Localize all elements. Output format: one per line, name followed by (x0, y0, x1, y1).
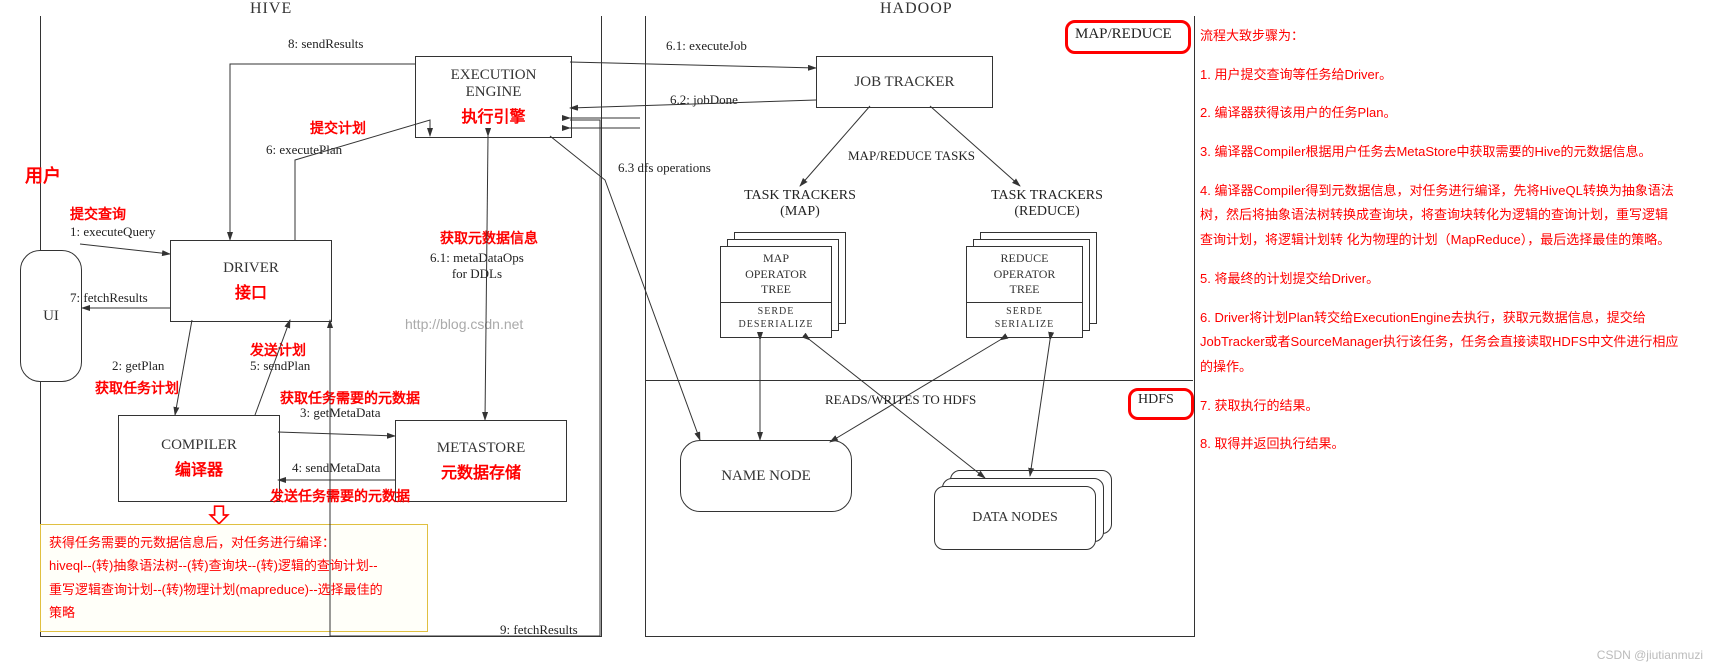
compiler-en: COMPILER (161, 437, 237, 454)
ybox-l3: 重写逻辑查询计划--(转)物理计划(mapreduce)--选择最佳的 (49, 578, 419, 601)
footer-watermark: CSDN @jiutianmuzi (1597, 648, 1703, 662)
namenode: NAME NODE (680, 440, 852, 512)
user-label: 用户 (25, 162, 61, 188)
hdfs-tag: HDFS (1138, 392, 1174, 408)
namenode-text: NAME NODE (721, 468, 811, 485)
edge-8: 8: sendResults (288, 36, 363, 52)
ybox-l4: 策略 (49, 601, 419, 624)
watermark: http://blog.csdn.net (405, 316, 523, 332)
jobtracker-text: JOB TRACKER (854, 74, 954, 91)
reduce-op-bot: SERDE SERIALIZE (967, 303, 1082, 333)
edge-2: 2: getPlan (112, 358, 164, 374)
ui-node: UI (20, 250, 82, 382)
map-op-bot: SERDE DESERIALIZE (721, 303, 831, 333)
exec-cn: 执行引擎 (461, 103, 525, 127)
edge-6: 6: executePlan (266, 142, 342, 158)
step-3: 3. 编译器Compiler根据用户任务去MetaStore中获取需要的Hive… (1200, 140, 1680, 165)
edge-7: 7: fetchResults (70, 290, 148, 306)
driver-node: DRIVER 接口 (170, 240, 332, 322)
steps-block: 流程大致步骤为： 1. 用户提交查询等任务给Driver。 2. 编译器获得该用… (1200, 24, 1680, 457)
red-send-meta: 发送任务需要的元数据 (270, 486, 410, 506)
step-2: 2. 编译器获得该用户的任务Plan。 (1200, 101, 1680, 126)
step-4: 4. 编译器Compiler得到元数据信息，对任务进行编译，先将HiveQL转换… (1200, 179, 1680, 253)
metastore-en: METASTORE (437, 440, 526, 457)
ybox-l2: hiveql--(转)抽象语法树--(转)查询块--(转)逻辑的查询计划-- (49, 554, 419, 577)
jobtracker-node: JOB TRACKER (816, 56, 993, 108)
edge-9: 9: fetchResults (500, 622, 578, 638)
red-send-plan: 发送计划 (250, 340, 306, 360)
edge-61j: 6.1: executeJob (666, 38, 747, 54)
tt-reduce-label: TASK TRACKERS (REDUCE) (962, 188, 1132, 220)
exec-en: EXECUTION ENGINE (451, 67, 537, 101)
ui-text: UI (43, 308, 59, 325)
edge-5: 5: sendPlan (250, 358, 310, 374)
step-1: 1. 用户提交查询等任务给Driver。 (1200, 63, 1680, 88)
reduce-op-top: REDUCE OPERATOR TREE (967, 247, 1082, 303)
metastore-node: METASTORE 元数据存储 (395, 420, 567, 502)
steps-title: 流程大致步骤为： (1200, 24, 1680, 49)
edge-4: 4: sendMetaData (292, 460, 380, 476)
step-8: 8. 取得并返回执行结果。 (1200, 432, 1680, 457)
step-7: 7. 获取执行的结果。 (1200, 394, 1680, 419)
edge-62: 6.2: jobDone (670, 92, 738, 108)
down-arrow-icon (208, 504, 230, 526)
red-submit-plan: 提交计划 (310, 118, 366, 138)
hadoop-divider (645, 380, 1193, 381)
tt-map-label: TASK TRACKERS (MAP) (725, 188, 875, 220)
map-op-top: MAP OPERATOR TREE (721, 247, 831, 303)
edge-1: 1: executeQuery (70, 224, 156, 240)
mapreduce-tag: MAP/REDUCE (1075, 26, 1172, 43)
rw-hdfs-label: READS/WRITES TO HDFS (825, 392, 976, 408)
driver-cn: 接口 (235, 279, 267, 303)
compiler-cn: 编译器 (175, 456, 223, 480)
red-get-meta: 获取任务需要的元数据 (280, 388, 420, 408)
red-get-plan: 获取任务计划 (95, 378, 179, 398)
step-5: 5. 将最终的计划提交给Driver。 (1200, 267, 1680, 292)
mr-tasks-label: MAP/REDUCE TASKS (848, 148, 975, 164)
edge-61m: 6.1: metaDataOps for DDLs (430, 250, 524, 282)
step-6: 6. Driver将计划Plan转交给ExecutionEngine去执行，获取… (1200, 306, 1680, 380)
compile-steps-box: 获得任务需要的元数据信息后，对任务进行编译： hiveql--(转)抽象语法树-… (40, 524, 428, 632)
exec-node: EXECUTION ENGINE 执行引擎 (415, 56, 572, 138)
metastore-cn: 元数据存储 (441, 459, 521, 483)
submit-query-label: 提交查询 (70, 204, 126, 224)
driver-en: DRIVER (223, 260, 279, 277)
red-get-meta-info: 获取元数据信息 (440, 228, 538, 248)
ybox-l1: 获得任务需要的元数据信息后，对任务进行编译： (49, 531, 419, 554)
edge-63: 6.3 dfs operations (618, 160, 711, 176)
compiler-node: COMPILER 编译器 (118, 415, 280, 502)
datanodes-text: DATA NODES (972, 510, 1058, 526)
